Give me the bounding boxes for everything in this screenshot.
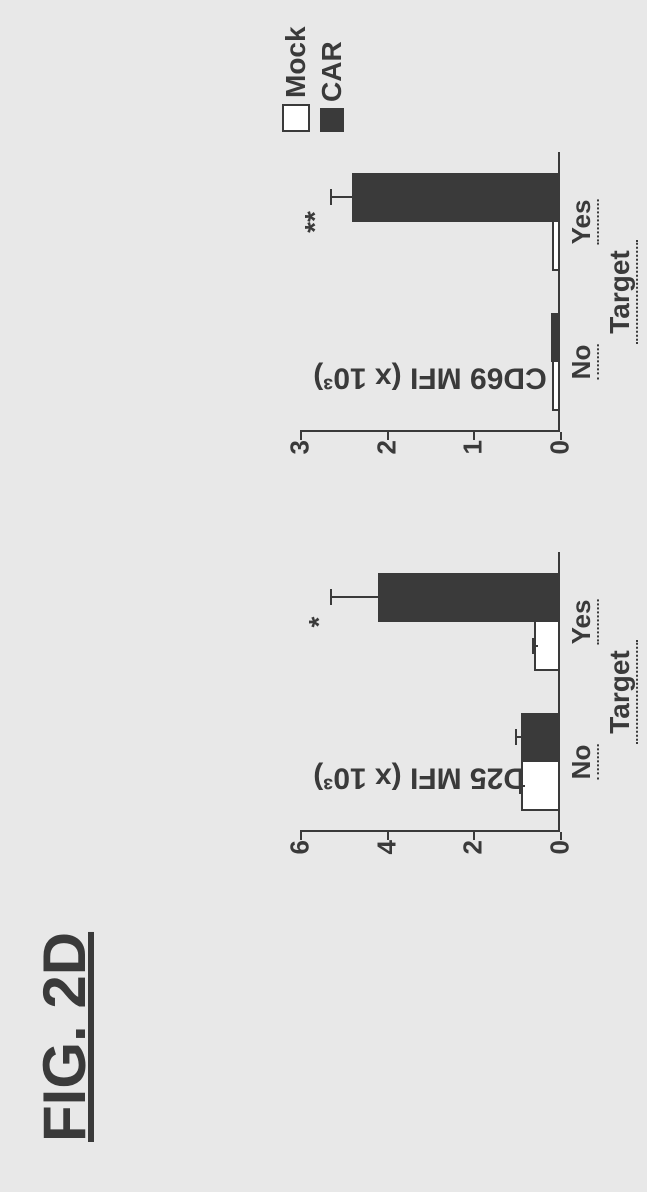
- y-axis-label: CD25 MFI (x 10³): [313, 760, 546, 794]
- y-tick-mark: [387, 432, 389, 440]
- bar-car: [378, 573, 560, 622]
- y-axis: [300, 830, 560, 832]
- x-tick-label: No: [560, 745, 599, 780]
- legend-swatch-mock: [282, 104, 310, 132]
- bar-mock: [521, 758, 560, 811]
- error-cap: [519, 779, 521, 795]
- error-bar: [330, 597, 378, 599]
- x-axis-label: Target: [604, 640, 638, 744]
- legend-item-mock: Mock: [280, 26, 312, 132]
- error-bar: [330, 197, 352, 199]
- y-tick-mark: [300, 432, 302, 440]
- significance-marker: *: [303, 617, 335, 628]
- error-cap: [330, 590, 332, 606]
- legend-swatch-car: [320, 108, 344, 132]
- y-axis: [300, 430, 560, 432]
- bar-car: [551, 313, 560, 362]
- y-tick-mark: [473, 832, 475, 840]
- bar-mock: [534, 618, 560, 671]
- cd69-chart: CD69 MFI (x 10³) Target 0123NoYes**: [300, 152, 560, 432]
- legend-label: Mock: [280, 26, 312, 98]
- x-axis-label: Target: [604, 240, 638, 344]
- bar-mock: [552, 358, 560, 411]
- legend: Mock CAR: [280, 26, 352, 132]
- y-tick-mark: [560, 432, 562, 440]
- y-tick-mark: [560, 832, 562, 840]
- x-tick-label: No: [560, 345, 599, 380]
- bar-car: [352, 173, 560, 222]
- error-cap: [515, 730, 517, 746]
- x-tick-label: Yes: [560, 600, 599, 645]
- y-axis-label: CD69 MFI (x 10³): [313, 360, 546, 394]
- x-tick-label: Yes: [560, 200, 599, 245]
- legend-label: CAR: [316, 41, 348, 102]
- bar-mock: [552, 218, 560, 271]
- bar-car: [521, 713, 560, 762]
- legend-item-car: CAR: [316, 26, 348, 132]
- significance-marker: **: [299, 211, 331, 233]
- y-tick-mark: [387, 832, 389, 840]
- error-cap: [330, 190, 332, 206]
- y-tick-mark: [473, 432, 475, 440]
- cd25-chart: CD25 MFI (x 10³) Target 0246NoYes*: [300, 552, 560, 832]
- figure-title: FIG. 2D: [30, 932, 99, 1142]
- error-cap: [532, 639, 534, 655]
- y-tick-mark: [300, 832, 302, 840]
